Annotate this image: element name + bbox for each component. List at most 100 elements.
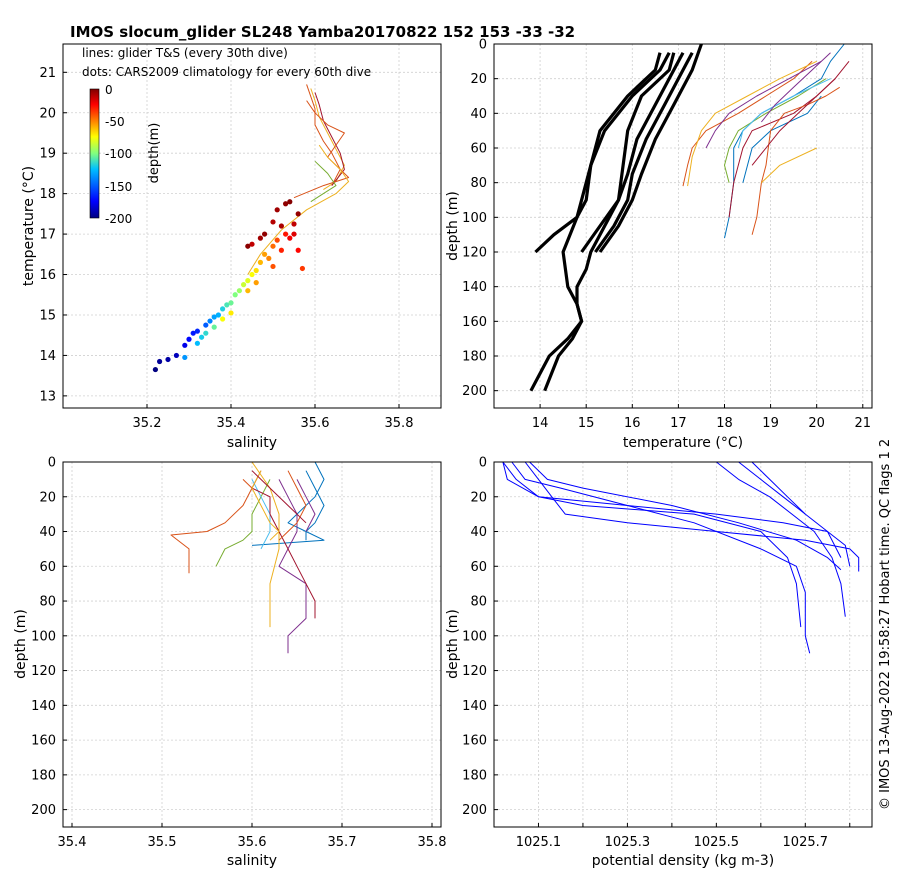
ts-glider-line xyxy=(293,100,350,199)
x-tick-label: 1025.1 xyxy=(516,835,562,850)
legend-line-2: dots: CARS2009 climatology for every 60t… xyxy=(82,65,371,79)
y-tick-label: 21 xyxy=(39,66,56,81)
salinity-profile xyxy=(251,470,280,541)
y-tick-label: 100 xyxy=(462,629,487,644)
climatology-point xyxy=(157,358,163,365)
y-tick-label: 140 xyxy=(31,699,56,714)
sz-grid xyxy=(63,461,441,827)
y-tick-label: 0 xyxy=(479,38,487,53)
rz-plot-area xyxy=(494,462,872,827)
climatology-point xyxy=(245,288,251,294)
colorbar-tick-100: -100 xyxy=(105,147,132,161)
x-tick-label: 16 xyxy=(624,416,641,431)
x-tick-label: 35.8 xyxy=(385,416,414,431)
salinity-profile xyxy=(296,479,316,532)
climatology-point xyxy=(262,251,268,257)
climatology-point xyxy=(228,310,234,316)
y-tick-label: 19 xyxy=(39,147,56,162)
salinity-profile xyxy=(170,479,253,574)
density-profile xyxy=(502,461,802,628)
salinity-profile xyxy=(305,470,325,541)
y-tick-label: 80 xyxy=(470,595,487,610)
y-tick-label: 100 xyxy=(462,211,487,226)
x-tick-label: 1025.5 xyxy=(694,835,740,850)
x-tick-label: 17 xyxy=(670,416,687,431)
y-tick-label: 0 xyxy=(48,456,56,471)
ts-plot-area xyxy=(63,44,441,408)
y-tick-label: 60 xyxy=(470,142,487,157)
climatology-point xyxy=(291,231,297,237)
climatology-point xyxy=(186,336,192,342)
ts-glider-line xyxy=(310,160,337,203)
climatology-point xyxy=(266,255,272,261)
climatology-point xyxy=(211,324,217,330)
density-profile-panel: 1025.1 1025.3 1025.5 1025.7 0 20 40 60 80 100 120… xyxy=(445,456,873,869)
x-tick-label: 1025.7 xyxy=(783,835,829,850)
colorbar-tick-0: 0 xyxy=(105,83,113,97)
climatology-point xyxy=(241,282,247,288)
y-tick-label: 180 xyxy=(462,768,487,783)
x-tick-label: 35.2 xyxy=(133,416,162,431)
salinity-profile xyxy=(278,470,307,541)
y-tick-label: 140 xyxy=(462,699,487,714)
rz-y-label: depth (m) xyxy=(445,609,461,679)
x-tick-label: 35.6 xyxy=(301,416,330,431)
x-tick-label: 35.5 xyxy=(148,835,177,850)
ts-axes-box xyxy=(62,43,442,409)
climatology-point xyxy=(299,265,305,272)
colorbar-label: depth(m) xyxy=(147,123,162,184)
climatology-point xyxy=(270,263,276,270)
climatology-point xyxy=(257,235,263,241)
depth-colorbar: 0 -50 -100 -150 -200 depth(m) xyxy=(89,83,162,226)
salinity-profile xyxy=(251,470,307,524)
y-tick-label: 20 xyxy=(470,72,487,87)
glider-temperature-profile xyxy=(742,95,822,183)
tz-profiles xyxy=(529,43,850,392)
y-tick-label: 200 xyxy=(462,803,487,818)
rz-x-ticks: 1025.1 1025.3 1025.5 1025.7 xyxy=(516,823,851,850)
y-tick-label: 80 xyxy=(470,176,487,191)
salinity-profile-panel: 35.4 35.5 35.6 35.7 35.8 0 20 40 60 80 100 120 140 1… xyxy=(13,456,446,870)
climatology-point xyxy=(253,267,259,274)
colorbar-gradient xyxy=(89,88,100,219)
sz-profiles xyxy=(170,461,325,654)
glider-temperature-profile xyxy=(737,78,831,149)
climatology-point xyxy=(283,201,289,207)
x-tick-label: 35.4 xyxy=(217,416,246,431)
climatology-point xyxy=(194,328,200,334)
climatology-point xyxy=(165,356,171,363)
y-tick-label: 120 xyxy=(462,246,487,261)
rz-x-label: potential density (kg m-3) xyxy=(592,853,774,869)
y-tick-label: 60 xyxy=(39,560,56,575)
climatology-point xyxy=(199,334,205,340)
climatology-point xyxy=(220,316,226,322)
ts-glider-line xyxy=(314,92,345,186)
ts-glider-line xyxy=(247,144,350,275)
climatology-point xyxy=(270,243,276,249)
climatology-temperature-profile xyxy=(598,43,703,253)
climatology-point xyxy=(291,221,297,227)
climatology-point xyxy=(207,318,213,324)
y-tick-label: 18 xyxy=(39,187,56,202)
tz-y-label: depth (m) xyxy=(445,191,461,261)
ts-y-label: temperature (°C) xyxy=(21,166,37,286)
y-tick-label: 140 xyxy=(462,280,487,295)
y-tick-label: 80 xyxy=(39,595,56,610)
rz-y-ticks: 0 20 40 60 80 100 120 140 160 180 200 xyxy=(462,456,498,818)
figure-title: IMOS slocum_glider SL248 Yamba20170822 1… xyxy=(70,23,575,41)
climatology-point xyxy=(278,247,284,253)
y-tick-label: 13 xyxy=(39,389,56,404)
climatology-point xyxy=(287,235,293,241)
climatology-point xyxy=(257,259,263,265)
glider-temperature-profile xyxy=(761,147,817,184)
ts-y-ticks: 13 14 15 16 17 18 19 20 21 xyxy=(39,66,67,404)
y-tick-label: 60 xyxy=(470,560,487,575)
ts-x-ticks: 35.2 35.4 35.6 35.8 xyxy=(133,404,414,431)
y-tick-label: 160 xyxy=(462,315,487,330)
y-tick-label: 160 xyxy=(31,734,56,749)
y-tick-label: 16 xyxy=(39,268,56,283)
x-tick-label: 35.4 xyxy=(58,835,87,850)
salinity-profile xyxy=(251,470,316,619)
climatology-point xyxy=(262,231,268,237)
y-tick-label: 14 xyxy=(39,349,56,364)
